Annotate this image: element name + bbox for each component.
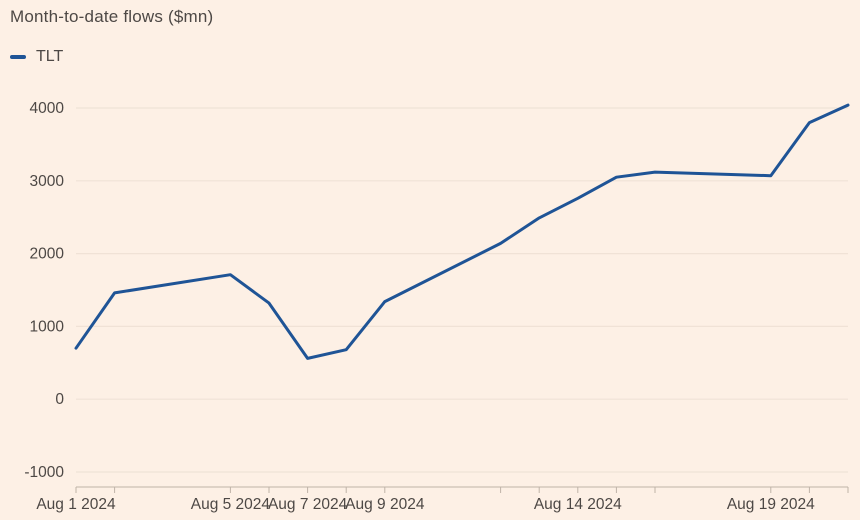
y-tick-label: 4000 xyxy=(30,100,65,117)
data-point xyxy=(74,346,78,350)
data-point xyxy=(383,300,387,304)
data-point xyxy=(306,356,310,360)
legend-swatch-tlt xyxy=(10,55,26,59)
data-point xyxy=(614,175,618,179)
data-point xyxy=(267,301,271,305)
data-point xyxy=(807,121,811,125)
data-point xyxy=(344,348,348,352)
data-point xyxy=(769,174,773,178)
x-tick-label: Aug 14 2024 xyxy=(534,496,622,513)
data-point xyxy=(228,273,232,277)
data-point xyxy=(499,241,503,245)
y-tick-label: 3000 xyxy=(30,173,65,190)
chart-title: Month-to-date flows ($mn) xyxy=(10,7,214,26)
y-tick-label: -1000 xyxy=(24,464,64,481)
data-point xyxy=(846,103,850,107)
data-point xyxy=(537,216,541,220)
legend: TLT xyxy=(10,48,63,66)
x-tick-label: Aug 9 2024 xyxy=(345,496,425,513)
y-tick-label: 0 xyxy=(55,391,64,408)
data-point xyxy=(113,291,117,295)
series-line-tlt xyxy=(74,103,850,360)
x-tick-label: Aug 19 2024 xyxy=(727,496,815,513)
legend-label-tlt: TLT xyxy=(36,48,64,65)
data-point xyxy=(576,196,580,200)
y-tick-label: 2000 xyxy=(30,246,65,263)
y-tick-label: 1000 xyxy=(30,318,65,335)
x-tick-label: Aug 7 2024 xyxy=(268,496,348,513)
x-tick-label: Aug 1 2024 xyxy=(36,496,116,513)
data-point xyxy=(653,170,657,174)
x-tick-label: Aug 5 2024 xyxy=(191,496,271,513)
